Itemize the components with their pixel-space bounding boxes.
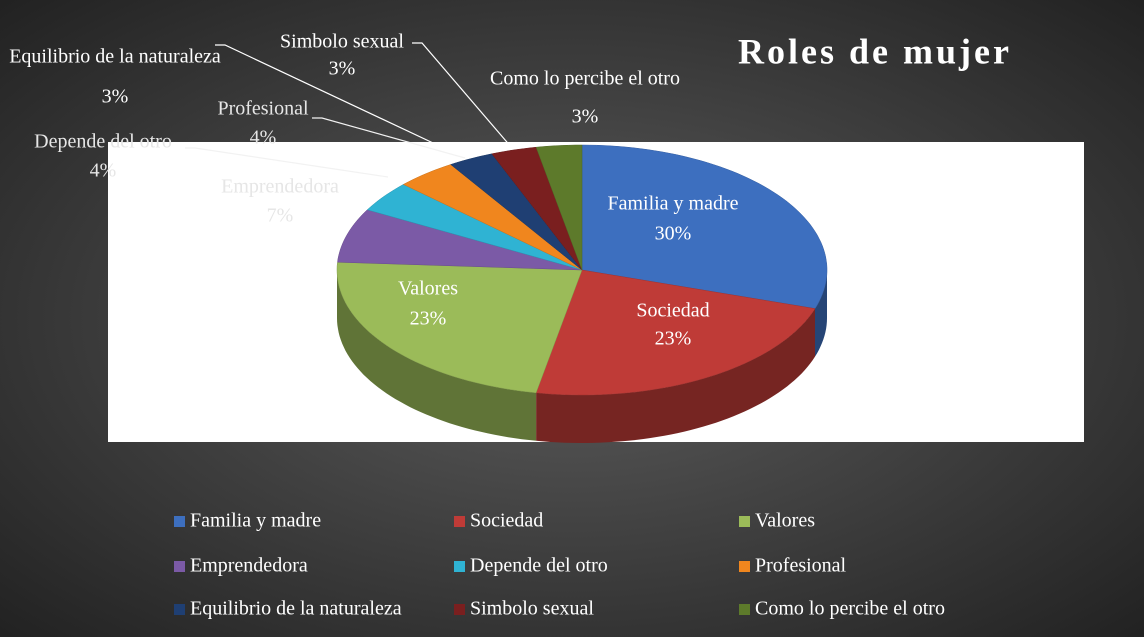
data-label: 4% xyxy=(90,160,117,182)
leader-line xyxy=(215,44,449,151)
slice-side xyxy=(337,270,537,441)
data-label-name: Simbolo sexual xyxy=(280,31,404,53)
data-label-name: Familia y madre xyxy=(607,193,738,215)
data-label-name: Sociedad xyxy=(636,300,709,322)
legend-label: Sociedad xyxy=(470,510,543,532)
legend-label: Familia y madre xyxy=(190,510,321,532)
legend-label: Simbolo sexual xyxy=(470,598,594,620)
legend-swatch xyxy=(174,516,185,527)
leader-line xyxy=(185,147,389,178)
slice-side xyxy=(815,270,827,357)
data-label: 30% xyxy=(655,223,692,245)
data-label: 7% xyxy=(267,205,294,227)
legend-swatch xyxy=(739,561,750,572)
slice xyxy=(581,144,828,309)
data-label: 4% xyxy=(250,127,277,149)
data-label-name: Profesional xyxy=(217,98,309,120)
slice xyxy=(366,184,583,271)
legend-swatch xyxy=(174,561,185,572)
legend-swatch xyxy=(174,604,185,615)
legend-swatch xyxy=(454,516,465,527)
chart-title: Roles de mujer xyxy=(738,31,1012,71)
data-label: 23% xyxy=(655,328,692,350)
legend-swatch xyxy=(739,516,750,527)
slice xyxy=(337,209,583,271)
legend-swatch xyxy=(454,561,465,572)
legend-swatch xyxy=(454,604,465,615)
legend-swatch xyxy=(739,604,750,615)
data-label: 3% xyxy=(102,86,129,108)
data-label-name: Valores xyxy=(398,278,458,300)
data-label-name: Equilibrio de la naturaleza xyxy=(9,46,221,68)
legend-label: Valores xyxy=(755,510,815,532)
data-label: 3% xyxy=(329,58,356,80)
slice xyxy=(336,261,583,394)
data-label: 3% xyxy=(572,106,599,128)
legend-label: Como lo percibe el otro xyxy=(755,598,945,620)
leader-line xyxy=(412,42,513,149)
slice xyxy=(535,269,816,396)
legend-label: Depende del otro xyxy=(470,555,608,577)
slice xyxy=(450,153,583,271)
slice xyxy=(535,144,583,271)
slice-side xyxy=(536,308,815,443)
data-label: 23% xyxy=(410,308,447,330)
slice xyxy=(402,164,583,271)
data-label-name: Como lo percibe el otro xyxy=(490,68,680,90)
data-label-name: Emprendedora xyxy=(221,176,339,198)
data-label-name: Depende del otro xyxy=(34,131,172,153)
legend-label: Equilibrio de la naturaleza xyxy=(190,598,402,620)
legend-label: Emprendedora xyxy=(190,555,308,577)
leader-line xyxy=(312,117,466,159)
slice xyxy=(491,146,583,271)
legend-label: Profesional xyxy=(755,555,847,577)
